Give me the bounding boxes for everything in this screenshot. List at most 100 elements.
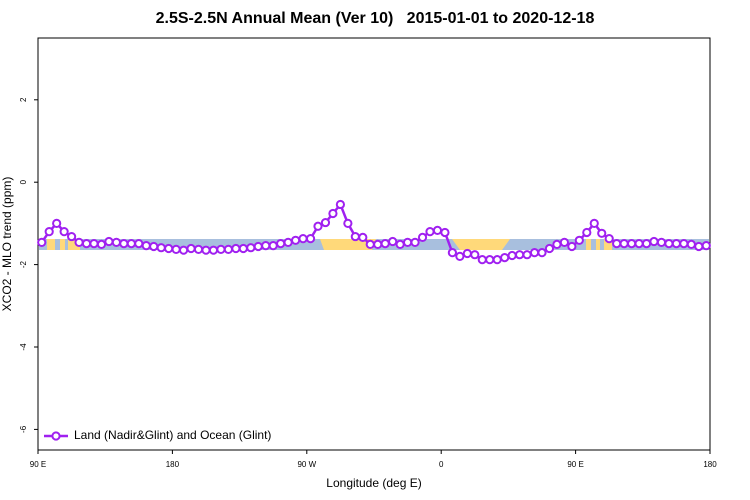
y-tick-label: -6 xyxy=(19,425,28,433)
data-point xyxy=(492,255,502,265)
data-point xyxy=(529,248,540,258)
data-point xyxy=(268,241,278,251)
data-point xyxy=(134,238,144,249)
data-point xyxy=(238,243,248,254)
data-point xyxy=(559,237,570,247)
data-point xyxy=(305,234,316,244)
data-point xyxy=(485,255,495,265)
x-tick-label: 180 xyxy=(703,460,717,469)
data-point xyxy=(507,250,517,261)
data-point xyxy=(455,251,465,261)
data-point xyxy=(156,243,166,253)
data-point xyxy=(634,238,644,249)
data-point xyxy=(522,250,532,260)
data-point xyxy=(52,218,62,228)
data-point xyxy=(44,227,54,237)
data-point xyxy=(649,236,659,247)
data-point xyxy=(328,208,338,219)
data-point xyxy=(432,225,443,236)
data-point xyxy=(388,236,398,247)
data-point xyxy=(350,231,360,242)
data-line xyxy=(40,202,707,261)
data-point xyxy=(37,237,47,247)
data-point xyxy=(291,235,301,245)
data-point xyxy=(477,255,487,265)
x-tick-label: 180 xyxy=(166,460,180,469)
data-point xyxy=(67,231,77,242)
data-point xyxy=(171,244,181,254)
data-point xyxy=(119,238,129,249)
data-point xyxy=(500,252,510,263)
data-point xyxy=(403,237,413,247)
data-point xyxy=(544,243,555,254)
x-tick-label: 90 E xyxy=(567,460,583,469)
x-axis-label: Longitude (deg E) xyxy=(326,476,421,490)
data-point xyxy=(164,243,174,254)
chart-title: 2.5S-2.5N Annual Mean (Ver 10) 2015-01-0… xyxy=(156,10,595,27)
data-point xyxy=(141,241,151,251)
data-point xyxy=(298,234,308,244)
data-point xyxy=(126,238,136,249)
data-point xyxy=(373,239,383,250)
data-point xyxy=(612,238,622,249)
data-point xyxy=(664,238,674,249)
data-point xyxy=(582,227,592,238)
data-point xyxy=(179,245,189,255)
data-point xyxy=(216,244,226,254)
data-point xyxy=(74,237,84,247)
data-point xyxy=(410,237,420,247)
data-point xyxy=(552,239,562,250)
data-point xyxy=(276,238,286,249)
x-tick-label: 90 W xyxy=(297,460,316,469)
data-point xyxy=(417,232,428,243)
data-point xyxy=(89,238,99,249)
data-point xyxy=(96,239,107,250)
data-point xyxy=(193,244,204,254)
y-tick-label: 0 xyxy=(19,179,28,184)
data-point xyxy=(440,227,450,238)
data-point xyxy=(619,238,629,249)
data-point xyxy=(656,237,667,247)
data-point xyxy=(59,227,69,237)
y-tick-label: -4 xyxy=(19,343,28,351)
legend-label: Land (Nadir&Glint) and Ocean (Glint) xyxy=(74,428,271,442)
data-point xyxy=(447,248,457,258)
data-point xyxy=(470,250,480,260)
data-point xyxy=(380,238,390,249)
x-tick-label: 0 xyxy=(439,460,444,469)
data-point xyxy=(246,243,256,253)
data-point xyxy=(186,243,196,254)
data-point xyxy=(231,243,241,254)
data-point xyxy=(313,221,323,231)
x-tick-label: 90 E xyxy=(30,460,46,469)
y-tick-label: -2 xyxy=(19,260,28,268)
data-point xyxy=(671,238,682,249)
data-point xyxy=(358,232,368,243)
data-point xyxy=(104,236,114,247)
data-point xyxy=(201,245,211,255)
data-point xyxy=(81,238,92,249)
data-point xyxy=(283,237,293,247)
data-point xyxy=(149,241,159,252)
data-point xyxy=(425,227,435,237)
data-point xyxy=(343,218,353,228)
data-point xyxy=(395,239,405,250)
data-point xyxy=(597,228,607,238)
data-point xyxy=(515,250,525,260)
data-point xyxy=(679,238,689,249)
data-point xyxy=(604,234,614,244)
data-point xyxy=(694,241,704,252)
data-point xyxy=(320,217,331,228)
data-point xyxy=(641,238,652,249)
data-point xyxy=(335,199,345,210)
data-point xyxy=(574,235,584,245)
y-axis-label: XCO2 - MLO trend (ppm) xyxy=(0,177,14,312)
legend-marker xyxy=(51,431,61,441)
data-point xyxy=(223,244,233,254)
data-point xyxy=(701,241,711,251)
data-point xyxy=(208,245,219,255)
data-point xyxy=(253,241,263,252)
data-point xyxy=(567,241,577,252)
data-point xyxy=(627,238,637,249)
